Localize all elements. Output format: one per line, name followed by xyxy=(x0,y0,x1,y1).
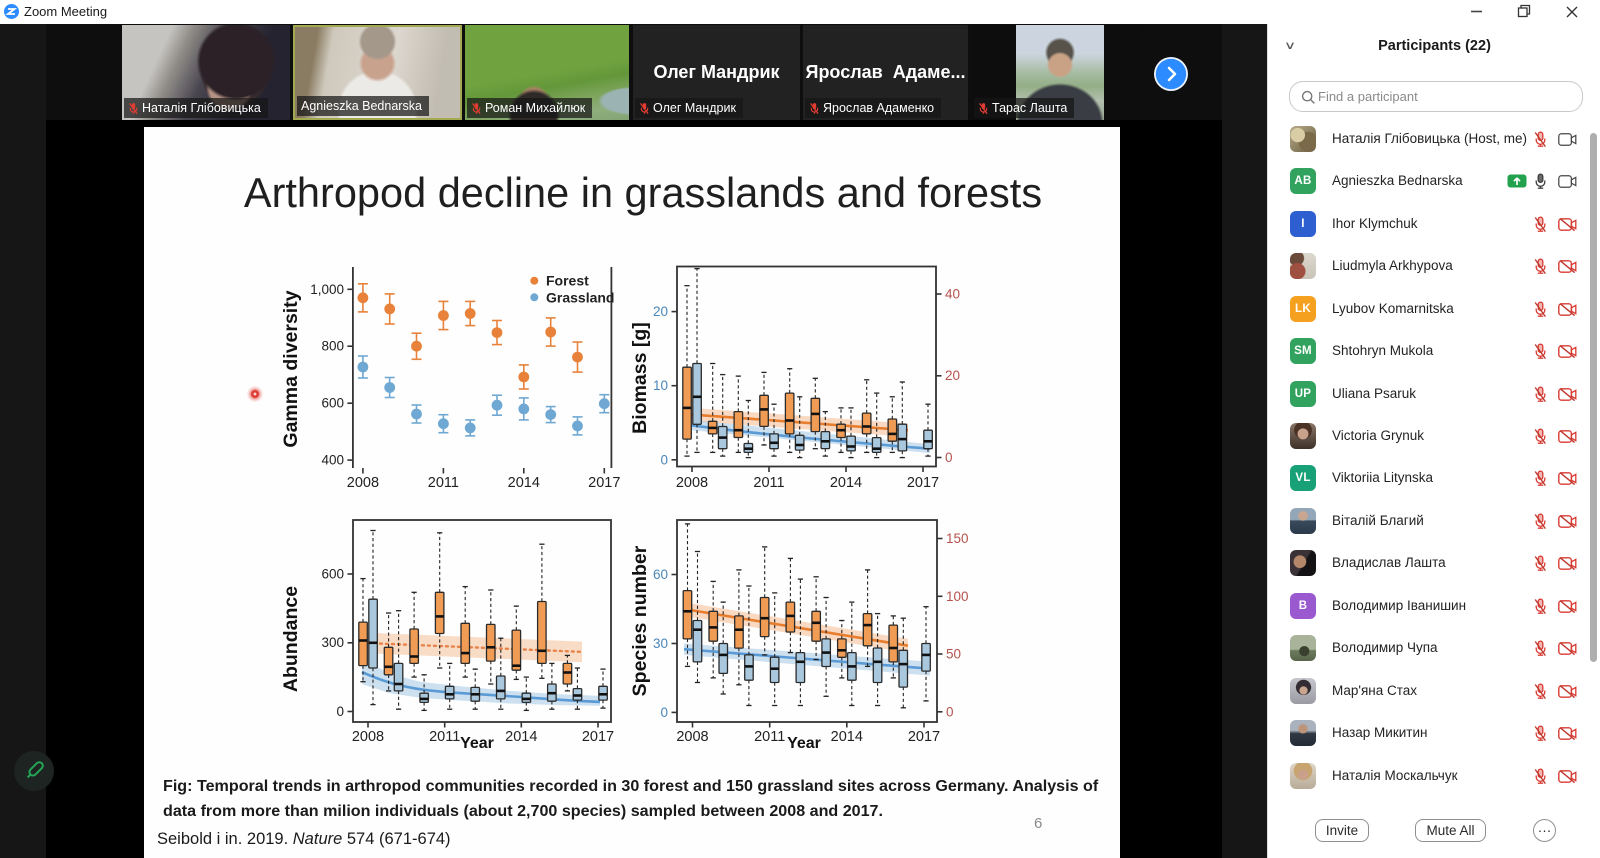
svg-text:20: 20 xyxy=(945,368,960,383)
svg-text:400: 400 xyxy=(321,453,344,468)
svg-text:2017: 2017 xyxy=(588,475,620,491)
svg-text:800: 800 xyxy=(321,339,344,354)
svg-text:Gamma diversity: Gamma diversity xyxy=(280,290,302,447)
svg-text:2014: 2014 xyxy=(831,729,863,745)
svg-text:50: 50 xyxy=(946,647,961,662)
svg-text:2014: 2014 xyxy=(508,475,540,491)
svg-text:Year: Year xyxy=(460,735,494,752)
svg-text:2008: 2008 xyxy=(347,475,379,491)
svg-text:2017: 2017 xyxy=(908,729,940,745)
svg-text:600: 600 xyxy=(321,396,344,411)
svg-text:2017: 2017 xyxy=(907,475,939,491)
svg-text:2008: 2008 xyxy=(676,475,708,491)
svg-text:2011: 2011 xyxy=(429,729,460,745)
svg-text:150: 150 xyxy=(946,531,969,546)
svg-text:Biomass [g]: Biomass [g] xyxy=(629,322,651,434)
svg-text:300: 300 xyxy=(321,635,344,650)
svg-text:Forest: Forest xyxy=(546,273,589,289)
svg-text:2014: 2014 xyxy=(505,729,537,745)
svg-text:2011: 2011 xyxy=(428,475,459,491)
svg-text:1,000: 1,000 xyxy=(310,282,344,297)
svg-text:600: 600 xyxy=(321,567,344,582)
svg-text:2011: 2011 xyxy=(754,729,785,745)
svg-text:10: 10 xyxy=(653,378,668,393)
svg-text:Year: Year xyxy=(787,735,821,752)
svg-text:2008: 2008 xyxy=(676,729,708,745)
svg-text:30: 30 xyxy=(653,636,668,651)
svg-text:Species number: Species number xyxy=(629,545,651,696)
svg-text:Abundance: Abundance xyxy=(280,586,302,692)
svg-text:0: 0 xyxy=(946,704,954,719)
svg-text:2011: 2011 xyxy=(753,475,784,491)
svg-text:0: 0 xyxy=(660,705,668,720)
svg-text:Grassland: Grassland xyxy=(546,290,614,306)
svg-text:100: 100 xyxy=(946,589,969,604)
svg-text:0: 0 xyxy=(660,452,668,467)
svg-text:0: 0 xyxy=(336,704,344,719)
svg-text:20: 20 xyxy=(653,304,668,319)
svg-text:40: 40 xyxy=(945,287,960,302)
svg-text:2008: 2008 xyxy=(352,729,384,745)
svg-text:2017: 2017 xyxy=(582,729,614,745)
svg-text:60: 60 xyxy=(653,567,668,582)
svg-text:2014: 2014 xyxy=(830,475,862,491)
svg-text:0: 0 xyxy=(945,450,953,465)
